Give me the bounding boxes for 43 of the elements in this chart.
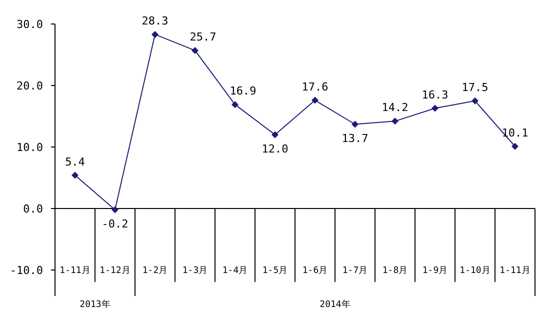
y-tick-label: 10.0 [16,141,43,154]
text: 28.3 [142,14,168,28]
point [352,120,358,128]
x-tick-label: 1-5月 [262,266,288,276]
point [112,206,118,214]
point [152,30,158,38]
text: -0.2 [102,218,128,231]
x-tick-label: 1-10月 [460,266,490,276]
point [432,104,438,112]
x-tick-label: 1-9月 [422,266,448,276]
text: 17.6 [302,80,328,94]
text: 16.3 [422,88,448,102]
point [392,118,398,125]
text: 5.4 [65,155,85,168]
x-tick-label: 1-8月 [382,266,408,276]
y-tick-label: -10.0 [10,264,43,277]
y-tick-label: 30.0 [16,18,43,31]
x-tick-label: 1-7月 [342,266,368,276]
x-tick-label: 1-3月 [182,266,208,276]
point [72,172,78,179]
point [512,142,518,150]
text: 16.9 [230,84,256,98]
point [312,96,318,104]
point [472,97,478,104]
point [232,101,238,108]
text: 2014年 [320,299,350,310]
x-tick-label: 1-4月 [222,266,248,276]
text: 12.0 [262,142,288,156]
x-tick-label: 1-6月 [302,266,328,276]
text: 13.7 [342,132,368,146]
y-tick-label: 20.0 [16,80,43,92]
text: 25.7 [190,30,216,44]
x-tick-label: 1-11月 [500,266,530,276]
y-tick-label: 0.0 [23,202,43,216]
point [192,46,198,54]
text: 14.2 [382,101,408,114]
x-tick-label: 1-11月 [60,266,90,276]
text: 17.5 [462,80,488,94]
text: 2013年 [80,299,110,310]
x-tick-label: 1-12月 [100,266,130,276]
x-tick-label: 1-2月 [142,266,168,276]
point [272,131,278,138]
text: 10.1 [502,126,528,140]
